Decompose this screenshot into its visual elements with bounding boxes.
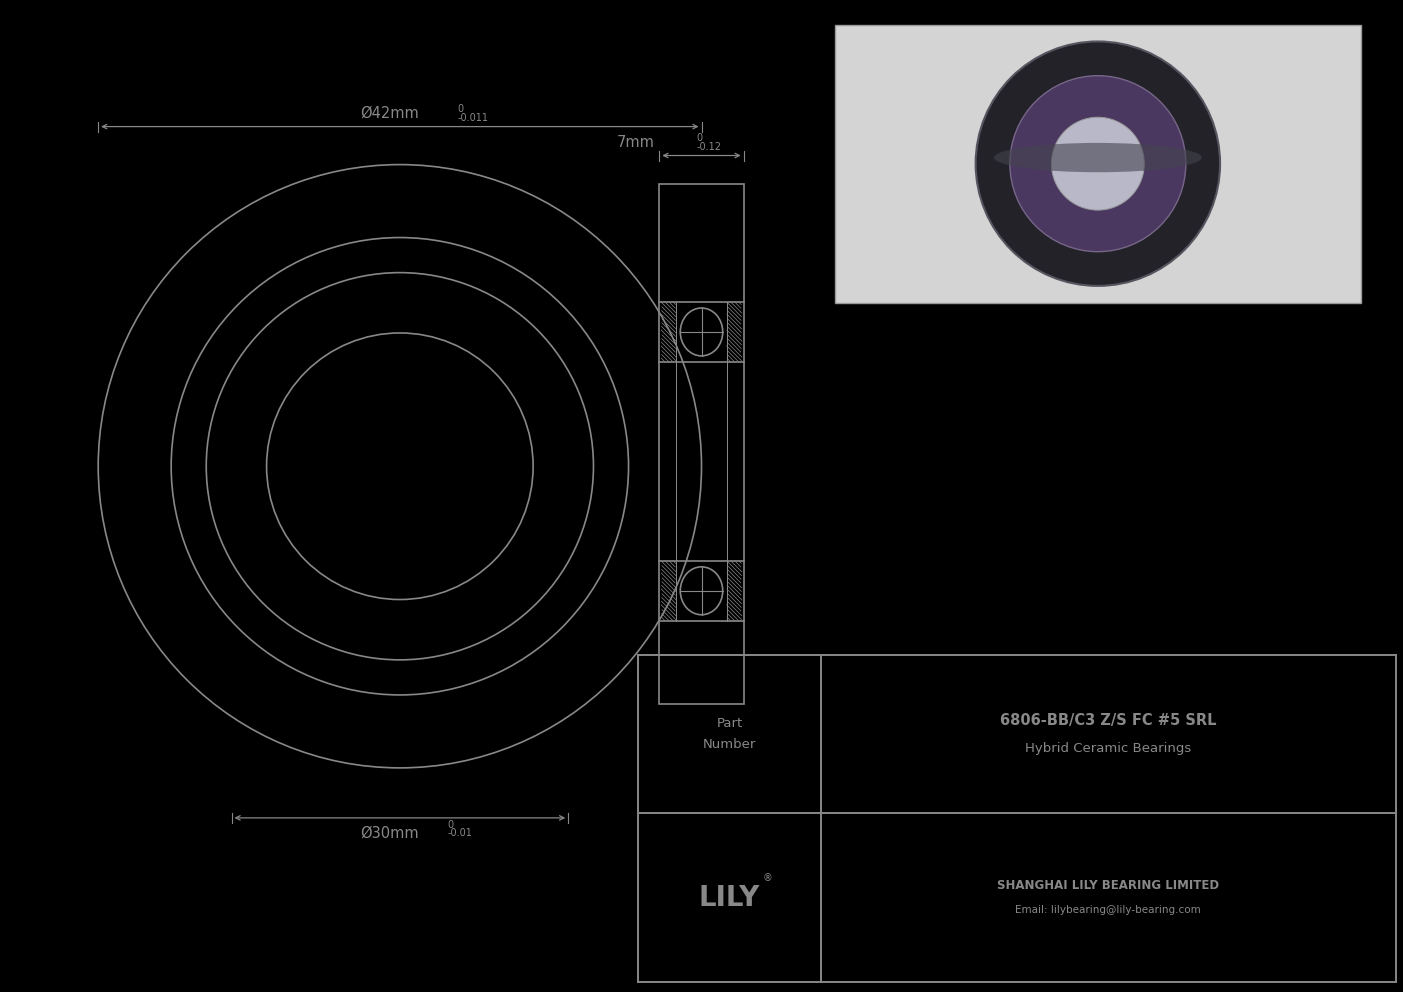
Text: Email: lilybearing@lily-bearing.com: Email: lilybearing@lily-bearing.com bbox=[1016, 905, 1201, 915]
Text: 7mm: 7mm bbox=[616, 135, 654, 150]
Text: 0: 0 bbox=[696, 133, 703, 143]
Text: Part
Number: Part Number bbox=[703, 717, 756, 751]
Text: ®: ® bbox=[763, 873, 773, 883]
Text: 0: 0 bbox=[457, 103, 464, 114]
Text: -0.12: -0.12 bbox=[696, 142, 721, 152]
Text: LILY: LILY bbox=[699, 884, 760, 912]
Text: SHANGHAI LILY BEARING LIMITED: SHANGHAI LILY BEARING LIMITED bbox=[998, 879, 1219, 892]
Ellipse shape bbox=[975, 42, 1221, 286]
Text: Hybrid Ceramic Bearings: Hybrid Ceramic Bearings bbox=[1026, 742, 1191, 755]
Bar bbox=[835, 25, 1361, 303]
Text: -0.01: -0.01 bbox=[448, 828, 473, 838]
Ellipse shape bbox=[1010, 75, 1186, 252]
Text: -0.011: -0.011 bbox=[457, 113, 488, 123]
Text: Ø42mm: Ø42mm bbox=[361, 105, 419, 121]
Ellipse shape bbox=[1051, 117, 1145, 210]
Ellipse shape bbox=[993, 143, 1202, 173]
Text: Ø30mm: Ø30mm bbox=[361, 826, 419, 841]
Text: 6806-BB/C3 Z/S FC #5 SRL: 6806-BB/C3 Z/S FC #5 SRL bbox=[1000, 712, 1216, 727]
Text: 0: 0 bbox=[448, 819, 455, 830]
Bar bbox=[659, 184, 744, 704]
